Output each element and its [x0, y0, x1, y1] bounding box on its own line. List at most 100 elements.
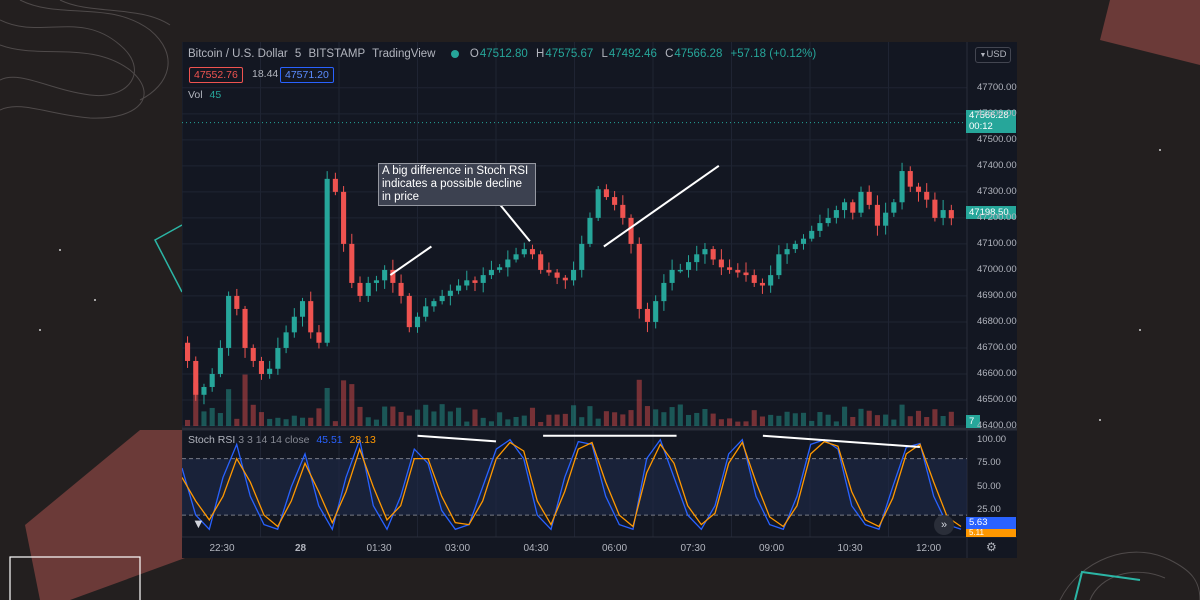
- candle-body: [694, 254, 700, 263]
- volume-bar: [874, 415, 880, 426]
- candle-body: [776, 254, 782, 276]
- candle-body: [759, 282, 765, 286]
- volume-bar: [447, 411, 453, 426]
- price-tick-label: 47100.00: [977, 237, 1017, 249]
- candle-body: [612, 197, 618, 205]
- stoch-d-tag: 5.11: [966, 529, 1016, 537]
- volume-bar: [390, 406, 396, 426]
- candle-body: [579, 243, 585, 270]
- price-tick-label: 47200.00: [977, 211, 1017, 223]
- volume-bar: [907, 416, 913, 426]
- candle-body: [858, 191, 864, 213]
- price-tick-label: 46700.00: [977, 341, 1017, 353]
- market-status-icon: [450, 49, 459, 58]
- volume-bar: [365, 417, 371, 426]
- buy-button[interactable]: 47571.20: [280, 67, 334, 83]
- volume-bar: [373, 419, 379, 426]
- price-tick-label: 46900.00: [977, 289, 1017, 301]
- volume-bar: [850, 416, 856, 426]
- candle-body: [817, 223, 823, 231]
- time-tick-label: 03:00: [444, 543, 471, 554]
- price-tick-label: 47400.00: [977, 159, 1017, 171]
- candle-body: [883, 212, 889, 226]
- candle-body: [825, 217, 831, 224]
- volume-bar: [644, 406, 651, 426]
- sell-button[interactable]: 47552.76: [189, 67, 243, 83]
- candle-body: [349, 243, 355, 283]
- stoch-tick-label: 25.00: [977, 504, 1001, 516]
- candle-body: [258, 360, 265, 374]
- chart-panel[interactable]: Bitcoin / U.S. Dollar 5 BITSTAMP Trading…: [182, 42, 1017, 558]
- volume-bar: [669, 407, 675, 426]
- volume-bar: [571, 405, 577, 426]
- volume-bar: [866, 410, 872, 426]
- volume-bar: [283, 419, 289, 426]
- settings-gear-icon[interactable]: ⚙: [986, 540, 997, 554]
- volume-bar: [685, 414, 692, 426]
- candle-body: [677, 269, 683, 272]
- volume-bar: [209, 407, 215, 426]
- time-tick-label: 09:00: [758, 543, 785, 554]
- volume-bar: [915, 410, 922, 426]
- interval-label[interactable]: 5: [294, 48, 302, 60]
- candle-body: [940, 210, 946, 218]
- currency-selector[interactable]: ▼USD: [975, 47, 1011, 63]
- candle-body: [907, 171, 913, 187]
- volume-bar: [759, 416, 765, 426]
- volume-bar: [226, 389, 232, 426]
- candle-body: [529, 249, 536, 255]
- volume-bar: [784, 411, 790, 426]
- candle-body: [792, 243, 798, 250]
- candle-body: [447, 290, 453, 296]
- candle-body: [464, 280, 470, 286]
- volume-bar: [702, 409, 708, 426]
- candle-body: [521, 249, 527, 255]
- spread-value: 18.44: [252, 68, 279, 80]
- volume-bar: [324, 387, 330, 426]
- price-tick-label: 47500.00: [977, 133, 1017, 145]
- volume-bar: [694, 412, 700, 426]
- tradingview-logo-icon[interactable]: ▼: [192, 516, 205, 531]
- volume-bar: [948, 411, 954, 426]
- volume-bar: [480, 417, 486, 426]
- candle-body: [291, 316, 297, 333]
- symbol-name[interactable]: Bitcoin / U.S. Dollar: [188, 48, 288, 60]
- volume-bar: [677, 404, 683, 426]
- chart-canvas[interactable]: [182, 42, 1017, 558]
- volume-bar: [332, 421, 338, 426]
- stoch-legend: Stoch RSI 3 3 14 14 close 45.51 28.13: [188, 434, 376, 446]
- candle-body: [480, 275, 486, 283]
- volume-bar: [825, 414, 831, 426]
- volume-bar: [217, 413, 223, 426]
- volume-bar: [406, 415, 412, 426]
- volume-bar: [743, 421, 749, 426]
- volume-bar: [291, 415, 297, 426]
- candle-body: [768, 275, 774, 286]
- last-close-tag: 47198.50: [966, 206, 1016, 219]
- candle-body: [185, 342, 191, 361]
- volume-bar: [727, 418, 733, 426]
- candle-body: [406, 295, 412, 328]
- time-tick-label: 01:30: [366, 543, 392, 554]
- candle-body: [743, 272, 749, 276]
- volume-bar: [275, 417, 281, 426]
- volume-bar: [809, 420, 815, 426]
- volume-bar: [267, 418, 273, 426]
- chart-annotation[interactable]: A big difference in Stoch RSI indicates …: [378, 163, 536, 206]
- change-value: +57.18 (+0.12%): [730, 48, 817, 60]
- candle-body: [423, 306, 429, 317]
- stoch-band-fill: [182, 458, 967, 516]
- candle-body: [226, 295, 232, 348]
- candle-body: [751, 275, 757, 283]
- price-tick-label: 46800.00: [977, 315, 1017, 327]
- price-tick-label: 46400.00: [977, 420, 1017, 431]
- stoch-tick-label: 100.00: [977, 433, 1007, 445]
- volume-bar: [562, 413, 568, 426]
- scroll-to-realtime-button[interactable]: »: [934, 515, 954, 535]
- stoch-tick-label: 75.00: [977, 457, 1001, 469]
- volume-bar: [800, 412, 807, 426]
- volume-bar: [456, 407, 462, 426]
- candle-body: [874, 204, 880, 226]
- volume-bar: [833, 421, 839, 426]
